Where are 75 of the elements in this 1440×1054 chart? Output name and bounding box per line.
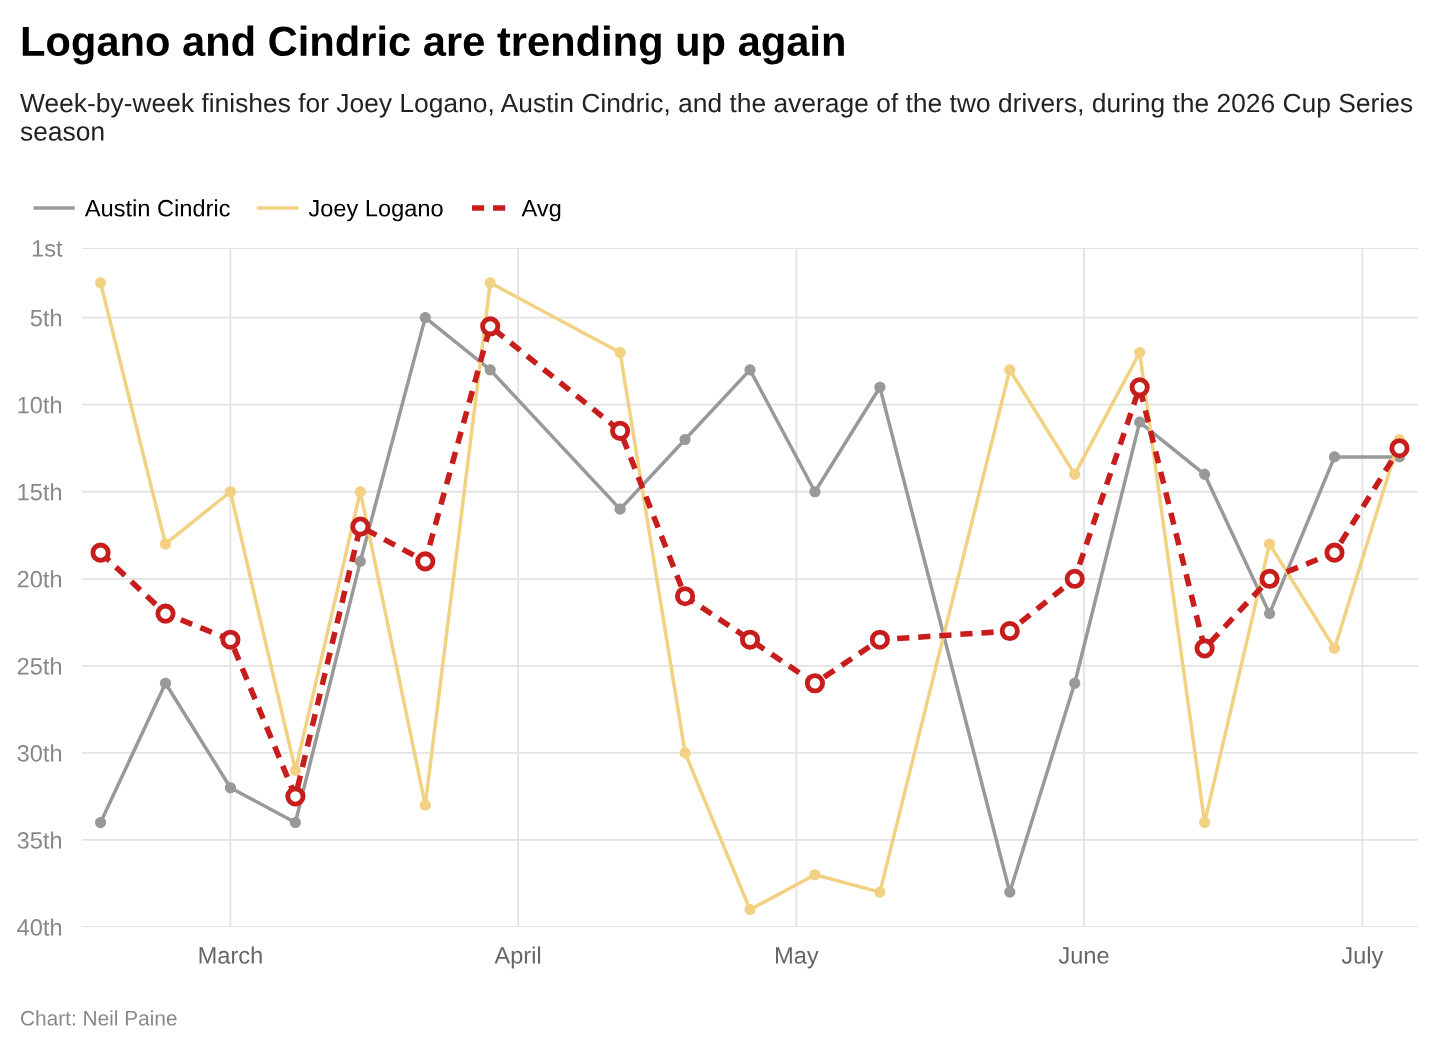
point	[224, 486, 236, 498]
point	[610, 420, 631, 441]
point	[1389, 438, 1410, 459]
chart-subtitle: Week-by-week finishes for Joey Logano, Austin Cindric, and the average of the two drivers, during the 2026 Cup Series season	[20, 93, 1413, 141]
legend-label: Joey Logano	[308, 200, 443, 222]
point	[1069, 468, 1081, 480]
x-tick-label: July	[1341, 946, 1384, 969]
point	[679, 747, 691, 759]
point	[1264, 538, 1276, 550]
point	[285, 786, 306, 807]
point	[1069, 677, 1081, 689]
point	[1134, 416, 1146, 428]
y-tick-label: 5th	[30, 309, 62, 327]
point	[809, 869, 821, 881]
point	[739, 629, 761, 650]
point	[415, 551, 436, 572]
x-tick-label: May	[776, 947, 819, 969]
point	[874, 886, 886, 898]
point	[419, 312, 431, 324]
y-tick-label: 35th	[17, 831, 62, 849]
point	[1328, 451, 1341, 463]
y-tick-label: 25th	[17, 657, 62, 675]
point	[90, 542, 111, 563]
point	[869, 629, 890, 650]
point	[159, 538, 172, 550]
point	[289, 816, 301, 829]
point	[809, 486, 821, 498]
point	[1134, 346, 1146, 359]
point	[674, 586, 696, 607]
point	[419, 799, 431, 811]
point	[614, 346, 626, 359]
point	[1194, 638, 1215, 659]
point	[1129, 377, 1150, 398]
chart-title: Logano and Cindric are trending up again	[22, 25, 844, 65]
x-tick-label: March	[199, 946, 262, 964]
point	[1324, 542, 1345, 563]
point	[804, 673, 826, 694]
point	[744, 364, 756, 376]
point	[159, 677, 172, 689]
point	[1199, 468, 1211, 480]
point	[1259, 568, 1280, 589]
point	[744, 904, 756, 916]
point	[354, 486, 366, 498]
point	[350, 516, 371, 537]
y-tick-label: 30th	[17, 744, 62, 762]
point	[484, 364, 496, 376]
point	[220, 629, 241, 650]
x-tick-label: April	[494, 946, 541, 969]
point	[354, 555, 366, 567]
point	[1264, 608, 1276, 620]
point	[480, 316, 501, 337]
x-tick-label: June	[1058, 947, 1109, 964]
point	[1004, 364, 1016, 376]
y-tick-label: 40th	[17, 918, 62, 936]
point	[484, 277, 496, 289]
point	[289, 764, 301, 776]
point	[1004, 886, 1016, 898]
legend-label: Avg	[521, 200, 561, 222]
point	[95, 277, 107, 289]
y-tick-label: 15th	[18, 483, 62, 501]
point	[95, 816, 107, 829]
point	[999, 620, 1020, 642]
point	[614, 503, 626, 515]
y-tick-label: 1st	[32, 240, 63, 257]
text: Chart: Neil Paine	[21, 1010, 177, 1026]
legend-label: Austin Cindric	[84, 199, 230, 217]
point	[1328, 642, 1341, 654]
point	[224, 782, 236, 794]
point	[679, 433, 691, 446]
point	[874, 381, 886, 393]
point	[1064, 568, 1085, 589]
point	[1199, 816, 1211, 829]
point	[155, 603, 176, 624]
y-tick-label: 20th	[17, 570, 62, 588]
y-tick-label: 10th	[18, 396, 62, 414]
